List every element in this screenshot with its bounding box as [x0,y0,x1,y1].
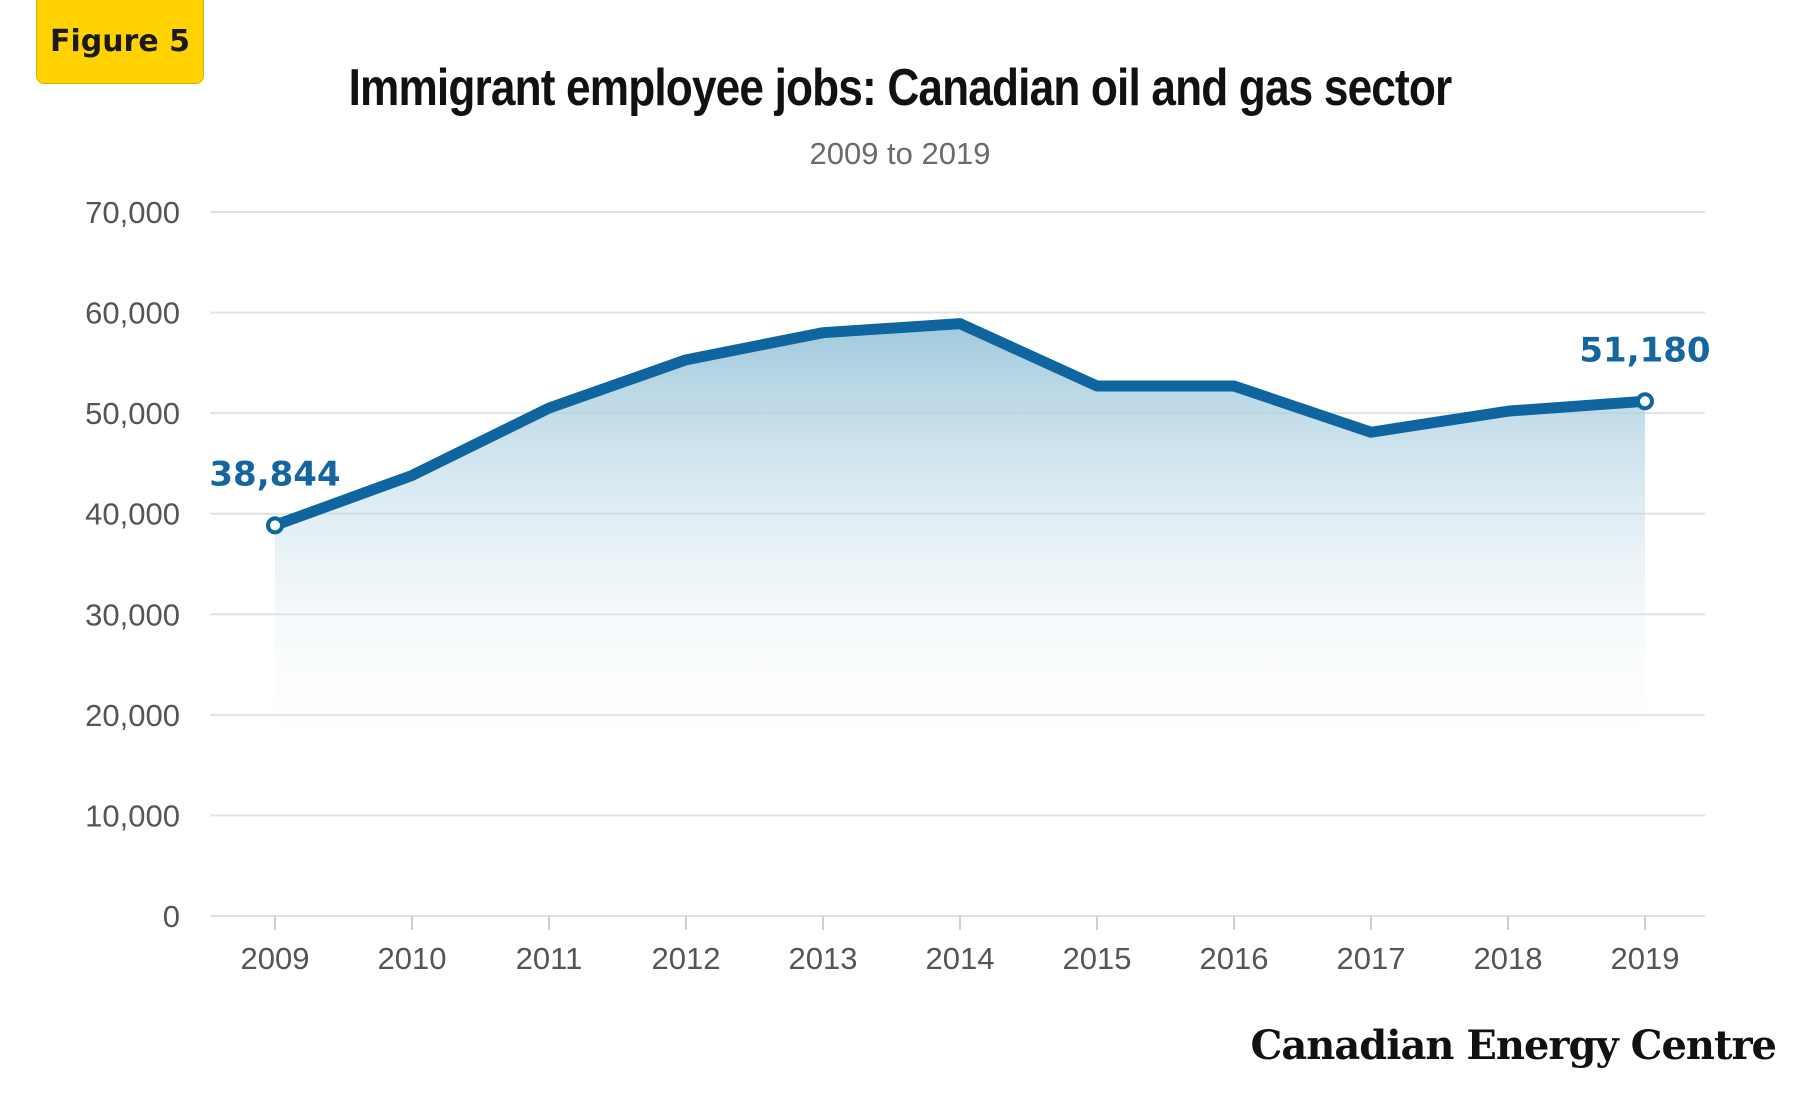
chart-subtitle: 2009 to 2019 [809,136,991,171]
x-tick-label: 2016 [1200,941,1269,976]
figure-badge: Figure 5 [36,0,204,84]
series-line-layer [269,318,1651,531]
y-tick-label: 20,000 [85,698,180,733]
x-axis-ticks: 2009 2010 2011 2012 2013 2014 2015 2016 2017 2018… [241,916,1680,976]
area-fill-layer [275,323,1645,766]
y-tick-label: 0 [163,899,180,934]
data-point-marker [1636,392,1654,411]
y-tick-label: 40,000 [85,497,180,532]
x-tick-label: 2018 [1474,941,1543,976]
y-tick-label: 60,000 [85,296,180,331]
data-label-layer: 38,844 51,180 [209,330,1711,535]
data-point-marker [266,516,284,535]
chart-title: Immigrant employee jobs: Canadian oil an… [348,59,1453,117]
y-tick-label: 70,000 [85,195,180,230]
y-tick-label: 30,000 [85,597,180,632]
x-tick-label: 2015 [1063,941,1132,976]
x-tick-label: 2009 [241,941,310,976]
x-tick-label: 2019 [1611,941,1680,976]
y-axis-ticks: 0 10,000 20,000 30,000 40,000 50,000 60,000 70,… [85,195,180,934]
x-tick-label: 2011 [516,941,583,976]
x-tick-label: 2013 [789,941,858,976]
x-tick-label: 2010 [378,941,447,976]
series-line [269,318,1651,531]
area-fill [275,323,1645,766]
x-tick-label: 2014 [926,941,995,976]
x-tick-label: 2017 [1337,941,1406,976]
brand-logo: Canadian Energy Centre [1250,1022,1777,1069]
data-label: 38,844 [209,454,340,494]
y-tick-label: 50,000 [85,396,180,431]
y-tick-label: 10,000 [85,798,180,833]
x-tick-label: 2012 [652,941,721,976]
data-label: 51,180 [1579,330,1710,370]
